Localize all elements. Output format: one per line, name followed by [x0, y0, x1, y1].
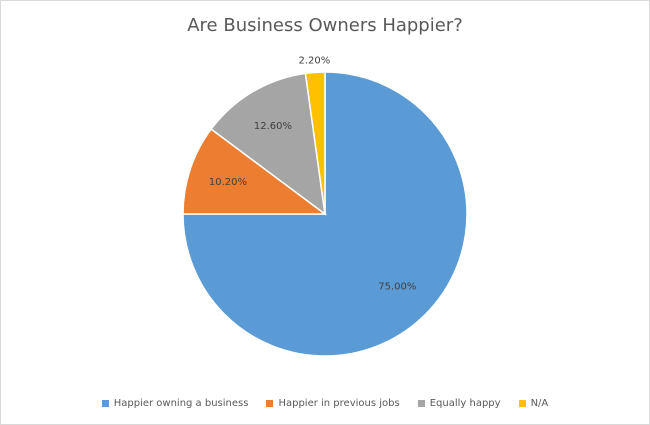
data-label-2: 12.60%	[254, 121, 292, 132]
legend-item-na: N/A	[518, 398, 549, 409]
legend-swatch	[417, 400, 425, 407]
legend-swatch	[266, 400, 274, 407]
legend-item-equally-happy: Equally happy	[417, 398, 501, 409]
pie-slices	[182, 71, 468, 357]
pie-slice-3	[304, 71, 326, 215]
pie-data-labels: 75.00% 10.20% 12.60% 2.20%	[209, 55, 416, 292]
legend-label: Happier owning a business	[113, 398, 249, 409]
legend-swatch	[101, 400, 109, 407]
pie-slice-2	[210, 72, 326, 216]
data-label-3: 2.20%	[298, 55, 330, 66]
legend-item-happier-previous-jobs: Happier in previous jobs	[266, 398, 400, 409]
legend-label: Happier in previous jobs	[278, 398, 400, 409]
chart-title: Are Business Owners Happier?	[187, 15, 463, 36]
pie-slice-1	[182, 128, 328, 215]
data-label-1: 10.20%	[209, 177, 247, 188]
pie-slice-0	[182, 71, 468, 357]
legend-label: N/A	[530, 398, 549, 409]
legend-item-happier-owning-business: Happier owning a business	[101, 398, 249, 409]
legend: Happier owning a business Happier in pre…	[0, 398, 650, 409]
legend-swatch	[518, 400, 526, 407]
legend-label: Equally happy	[429, 398, 501, 409]
data-label-0: 75.00%	[378, 281, 416, 292]
